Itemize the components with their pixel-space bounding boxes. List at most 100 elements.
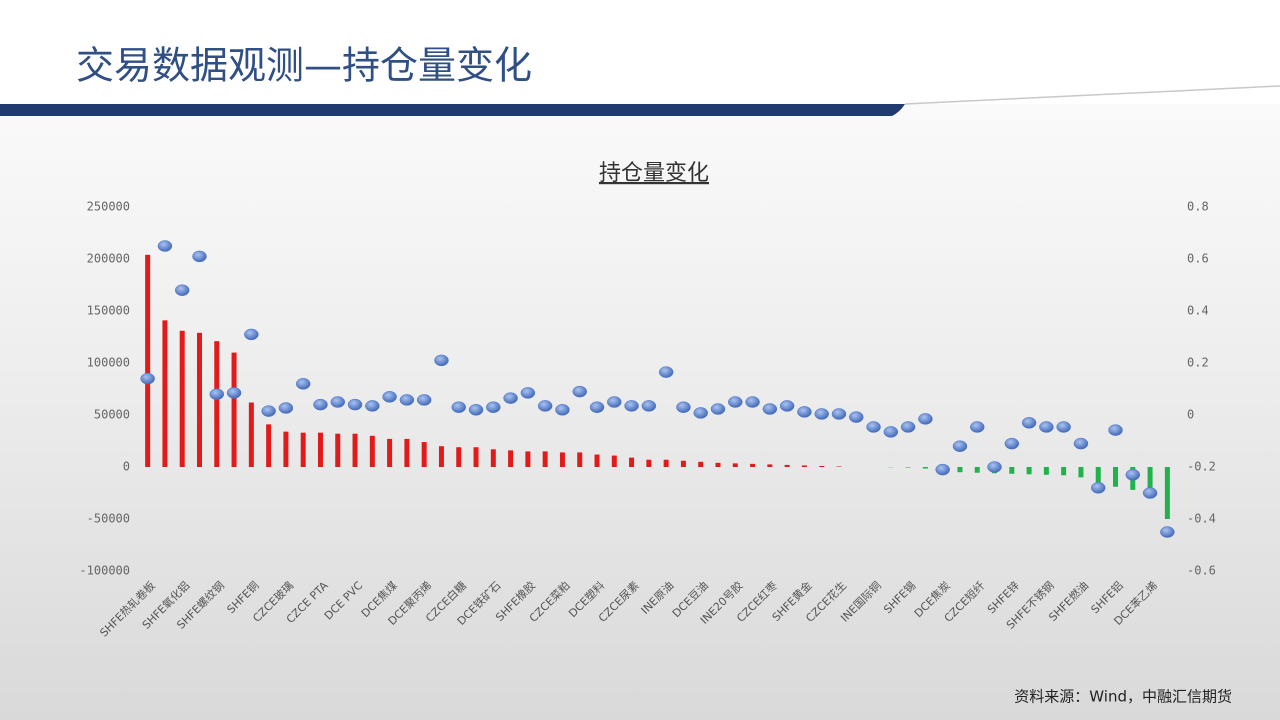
- bar: [1043, 467, 1049, 475]
- bar: [369, 435, 375, 467]
- y2-tick-label: -0.4: [1187, 512, 1216, 526]
- point: [1039, 421, 1054, 433]
- bar: [1113, 467, 1119, 487]
- bar: [594, 454, 600, 467]
- bar: [335, 433, 341, 467]
- point: [434, 354, 449, 367]
- point: [1021, 417, 1037, 429]
- bar: [421, 442, 427, 467]
- point: [416, 394, 432, 406]
- bar: [352, 433, 358, 467]
- bar: [905, 467, 911, 468]
- y2-tick-label: -0.2: [1187, 460, 1216, 474]
- y-tick-label: -100000: [79, 564, 130, 578]
- point: [1090, 482, 1106, 494]
- point: [849, 411, 864, 423]
- point: [209, 388, 225, 400]
- y-tick-label: 50000: [94, 408, 130, 422]
- bar: [179, 330, 185, 467]
- bar: [629, 457, 635, 467]
- bar: [957, 467, 963, 473]
- bar: [1095, 467, 1101, 486]
- point: [503, 392, 518, 404]
- point: [261, 405, 276, 417]
- bar: [1164, 467, 1170, 519]
- point: [468, 404, 484, 416]
- point: [399, 394, 415, 406]
- point: [883, 426, 899, 438]
- point: [555, 404, 570, 416]
- point: [244, 328, 259, 341]
- point: [624, 400, 639, 412]
- bar: [974, 467, 980, 473]
- point: [710, 403, 726, 415]
- point: [607, 396, 622, 408]
- bar: [162, 320, 168, 467]
- bar: [663, 459, 669, 467]
- bar: [473, 447, 479, 467]
- bar: [542, 451, 548, 467]
- bar: [1078, 467, 1084, 478]
- point: [831, 408, 847, 420]
- y2-tick-label: 0.6: [1187, 252, 1209, 266]
- point: [1160, 526, 1175, 538]
- point: [969, 421, 985, 433]
- bar: [145, 254, 151, 467]
- point: [900, 421, 916, 433]
- point: [866, 421, 881, 433]
- y2-tick-label: 0: [1187, 408, 1194, 422]
- bar: [750, 463, 756, 467]
- chart-title: 持仓量变化: [599, 161, 709, 186]
- point: [641, 400, 657, 412]
- bar: [387, 438, 393, 467]
- bar: [231, 352, 237, 467]
- bar: [1061, 467, 1067, 476]
- bar: [1026, 467, 1032, 475]
- point: [382, 391, 397, 403]
- bar: [300, 432, 306, 467]
- bar: [525, 451, 531, 467]
- bar: [248, 402, 254, 467]
- point: [693, 407, 708, 419]
- bar: [490, 449, 496, 467]
- point: [537, 400, 553, 412]
- header-band: [0, 0, 1280, 104]
- bar: [646, 459, 652, 467]
- bar: [784, 464, 790, 467]
- point: [1142, 487, 1158, 499]
- point: [572, 385, 587, 398]
- bar: [680, 460, 686, 467]
- point: [1004, 437, 1020, 450]
- point: [520, 387, 536, 399]
- point: [486, 401, 501, 413]
- point: [589, 401, 605, 413]
- bar: [283, 431, 289, 467]
- point: [745, 396, 760, 408]
- bar: [317, 432, 323, 467]
- bar: [438, 446, 444, 467]
- bar: [456, 447, 462, 467]
- bar: [404, 438, 410, 467]
- point: [1108, 424, 1123, 436]
- bar: [196, 332, 202, 467]
- point: [797, 406, 812, 418]
- y-tick-label: 100000: [87, 356, 130, 370]
- y-tick-label: -50000: [87, 512, 130, 526]
- header-rule: [0, 104, 905, 116]
- point: [278, 402, 294, 414]
- bar: [611, 455, 617, 467]
- bar: [214, 341, 220, 467]
- bar: [1009, 467, 1015, 474]
- bar: [732, 463, 738, 467]
- bar: [1147, 467, 1153, 499]
- point: [295, 378, 311, 390]
- y-tick-label: 0: [123, 460, 130, 474]
- point: [330, 396, 346, 408]
- y2-tick-label: 0.8: [1187, 200, 1209, 214]
- point: [779, 400, 795, 412]
- point: [935, 463, 950, 476]
- y-tick-label: 150000: [87, 304, 130, 318]
- point: [762, 403, 778, 415]
